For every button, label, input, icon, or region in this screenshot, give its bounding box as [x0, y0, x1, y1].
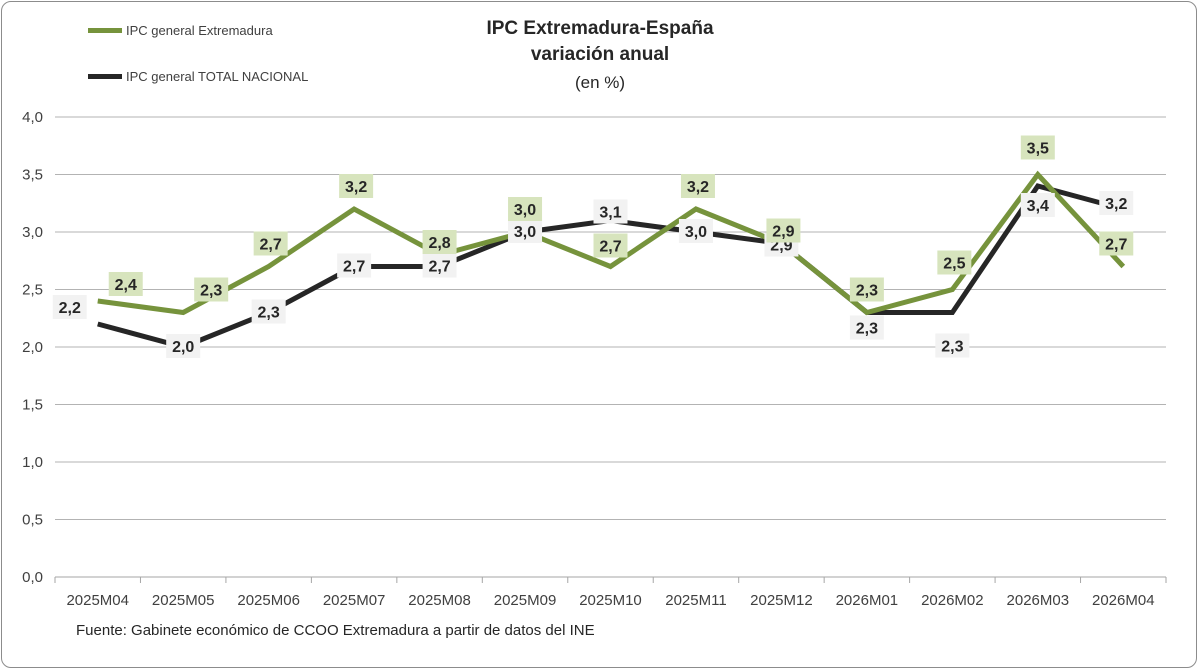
- x-tick-label: 2025M04: [66, 592, 129, 609]
- extremadura-label-bg: [1099, 231, 1134, 256]
- legend-label-extremadura: IPC general Extremadura: [126, 22, 273, 38]
- extremadura-label-bg: [339, 174, 374, 198]
- nacional-data-label: 3,0: [514, 224, 536, 241]
- extremadura-label-bg: [766, 218, 801, 243]
- chart-title-block: IPC Extremadura-España variación anual (…: [400, 16, 800, 98]
- legend-swatch-nacional: [88, 73, 122, 79]
- nacional-label-bg: [1020, 193, 1055, 217]
- extremadura-data-label: 3,2: [687, 179, 709, 196]
- y-tick-label: 3,5: [22, 167, 43, 184]
- extremadura-label-bg: [108, 272, 143, 296]
- x-tick-label: 2025M09: [494, 592, 557, 609]
- chart-title: IPC Extremadura-España: [486, 18, 714, 39]
- nacional-label-bg: [593, 199, 628, 224]
- extremadura-label-bg: [508, 197, 543, 221]
- extremadura-label-bg: [937, 250, 972, 275]
- y-tick-label: 2,5: [22, 282, 43, 299]
- x-tick-label: 2025M08: [408, 592, 471, 609]
- x-tick-label: 2025M11: [665, 592, 726, 609]
- legend-item-extremadura: IPC general Extremadura: [88, 20, 273, 40]
- extremadura-data-label: 2,7: [260, 237, 282, 254]
- extremadura-label-bg: [422, 230, 457, 254]
- series-line-extremadura: [97, 170, 1126, 316]
- extremadura-label-bg: [1020, 135, 1055, 160]
- extremadura-data-label: 2,7: [1105, 237, 1127, 254]
- x-tick-label: 2026M02: [921, 592, 984, 609]
- x-tick-label: 2025M12: [750, 592, 813, 609]
- legend-item-nacional: IPC general TOTAL NACIONAL: [88, 66, 308, 86]
- nacional-label-bg: [1099, 191, 1134, 215]
- y-tick-label: 4,0: [22, 109, 43, 126]
- nacional-label-bg: [935, 333, 970, 358]
- x-tick-label: 2025M07: [323, 592, 386, 609]
- nacional-data-label: 2,3: [258, 305, 280, 322]
- nacional-data-label: 3,1: [599, 205, 621, 222]
- extremadura-data-label: 2,3: [856, 283, 878, 300]
- extremadura-data-label: 2,4: [115, 277, 137, 294]
- extremadura-label-bg: [253, 231, 288, 256]
- nacional-data-label: 3,0: [685, 224, 707, 241]
- nacional-label-bg: [52, 295, 87, 319]
- nacional-data-label: 3,2: [1105, 196, 1127, 213]
- nacional-data-label: 2,3: [941, 339, 963, 356]
- x-tick-label: 2026M01: [836, 592, 899, 609]
- x-tick-label: 2025M05: [152, 592, 215, 609]
- x-tick-label: 2025M06: [237, 592, 300, 609]
- x-tick-label: 2026M04: [1092, 592, 1155, 609]
- nacional-label-bg: [337, 253, 372, 278]
- extremadura-data-label: 2,3: [200, 283, 222, 300]
- nacional-label-bg: [849, 315, 884, 340]
- nacional-label-bg: [422, 253, 457, 278]
- source-note: Fuente: Gabinete económico de CCOO Extre…: [76, 622, 595, 639]
- y-tick-label: 0,5: [22, 512, 43, 529]
- nacional-data-label: 3,4: [1027, 198, 1049, 215]
- nacional-data-label: 2,7: [428, 259, 450, 276]
- extremadura-label-bg: [593, 233, 628, 258]
- legend-label-nacional: IPC general TOTAL NACIONAL: [126, 68, 309, 84]
- extremadura-data-label: 3,2: [345, 179, 367, 196]
- nacional-data-label: 2,7: [343, 259, 365, 276]
- extremadura-label-bg: [194, 277, 229, 302]
- y-tick-label: 1,5: [22, 397, 43, 414]
- nacional-label-bg: [251, 299, 286, 324]
- extremadura-data-label: 2,5: [943, 256, 965, 273]
- x-tick-label: 2025M10: [579, 592, 642, 609]
- y-tick-label: 3,0: [22, 224, 43, 241]
- nacional-label-bg: [166, 334, 201, 358]
- nacional-data-label: 2,0: [172, 339, 194, 356]
- extremadura-data-label: 3,5: [1027, 141, 1049, 158]
- legend-swatch-extremadura: [88, 27, 122, 33]
- extremadura-data-label: 3,0: [514, 202, 536, 219]
- extremadura-data-label: 2,8: [428, 235, 450, 252]
- extremadura-label-bg: [849, 277, 884, 302]
- y-tick-label: 2,0: [22, 339, 43, 356]
- extremadura-data-label: 2,9: [772, 224, 794, 241]
- nacional-data-label: 2,3: [856, 321, 878, 338]
- extremadura-label-bg: [680, 174, 715, 198]
- nacional-data-label: 2,2: [59, 300, 81, 317]
- chart-subtitle: variación anual: [530, 44, 670, 65]
- x-tick-label: 2026M03: [1007, 592, 1070, 609]
- y-tick-label: 1,0: [22, 454, 43, 471]
- chart-unit: (en %): [574, 73, 626, 92]
- extremadura-data-label: 2,7: [599, 239, 621, 256]
- nacional-label-bg: [678, 219, 713, 243]
- nacional-label-bg: [508, 219, 543, 243]
- y-tick-label: 0,0: [22, 569, 43, 586]
